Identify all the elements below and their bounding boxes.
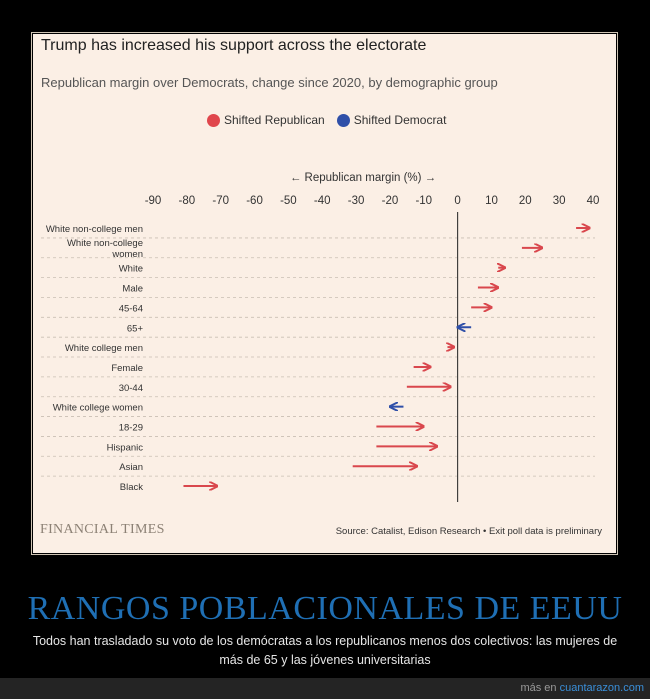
x-tick-label: -40: [314, 195, 331, 207]
x-tick-label: -90: [145, 195, 162, 207]
financial-times-logo: FINANCIAL TIMES: [40, 522, 165, 537]
x-tick-label: -30: [348, 195, 365, 207]
chart-subtitle: Republican margin over Democrats, change…: [41, 75, 498, 90]
legend-label-democrat: Shifted Democrat: [353, 113, 447, 127]
x-tick-label: -70: [212, 195, 229, 207]
x-tick-label: 30: [553, 195, 566, 207]
x-tick-label: -50: [280, 195, 297, 207]
category-label: 45-64: [119, 303, 143, 314]
footer-prefix: más en: [520, 682, 557, 694]
category-label: White college women: [53, 403, 143, 414]
x-tick-label: 20: [519, 195, 532, 207]
x-tick-label: -10: [415, 195, 432, 207]
category-label: Asian: [119, 462, 143, 473]
chart-card: Trump has increased his support across t…: [33, 34, 616, 553]
footer-site-link[interactable]: cuantarazon.com: [559, 682, 644, 694]
x-tick-label: -80: [179, 195, 196, 207]
source-note: Source: Catalist, Edison Research • Exit…: [335, 526, 602, 537]
legend-item-democrat: Shifted Democrat: [336, 113, 447, 127]
category-label: White college men: [65, 343, 143, 354]
category-label: women: [111, 249, 143, 260]
x-tick-label: -60: [246, 195, 263, 207]
caption-title: RANGOS POBLACIONALES DE EEUU: [27, 590, 623, 627]
legend-label-republican: Shifted Republican: [224, 113, 325, 127]
category-label: White: [119, 264, 143, 275]
arrow-chart: ← Republican margin (%) → -90 -80 -70 -60 -5…: [41, 172, 600, 502]
category-label: Black: [120, 482, 143, 493]
chart-title: Trump has increased his support across t…: [41, 37, 427, 54]
category-label: White non-college: [67, 238, 143, 249]
x-axis-label: ← Republican margin (%) →: [290, 172, 436, 184]
footer: más en cuantarazon.com: [520, 682, 644, 694]
category-label: Female: [111, 363, 143, 374]
category-label: 30-44: [119, 383, 143, 394]
legend: Shifted Republican Shifted Democrat: [207, 113, 452, 127]
chart-frame: [31, 32, 618, 555]
x-tick-label: 0: [454, 195, 460, 207]
category-label: Male: [122, 284, 143, 295]
legend-swatch-republican: [207, 113, 220, 127]
x-tick-label: -20: [382, 195, 399, 207]
category-label: 65+: [127, 323, 144, 334]
x-tick-label: 10: [485, 195, 498, 207]
category-label: Hispanic: [107, 442, 144, 453]
legend-item-republican: Shifted Republican: [207, 113, 325, 127]
x-tick-label: 40: [587, 195, 600, 207]
category-label: White non-college men: [46, 224, 143, 235]
legend-swatch-democrat: [336, 113, 350, 127]
footer-bar: [0, 678, 650, 699]
category-label: 18-29: [119, 423, 143, 434]
caption-text: Todos han trasladado su voto de los demó…: [32, 634, 618, 667]
